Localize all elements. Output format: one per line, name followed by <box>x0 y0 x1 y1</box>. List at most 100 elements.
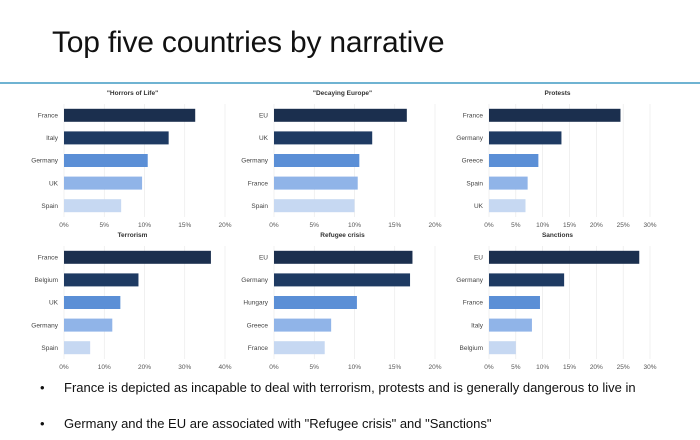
bullet-list: • France is depicted as incapable to dea… <box>40 380 695 432</box>
bar <box>489 131 562 145</box>
category-label: EU <box>259 113 268 120</box>
x-tick-label: 40% <box>218 364 231 371</box>
bar <box>489 250 640 264</box>
x-tick-label: 10% <box>536 222 549 229</box>
x-tick-label: 0% <box>59 222 69 229</box>
x-tick-label: 10% <box>138 222 151 229</box>
x-tick-label: 15% <box>563 364 576 371</box>
category-label: Italy <box>46 135 59 142</box>
bar <box>489 154 539 167</box>
category-label: Spain <box>466 180 483 187</box>
category-label: Spain <box>251 203 268 210</box>
bar <box>274 131 373 145</box>
x-tick-label: 20% <box>428 364 441 371</box>
bullet-item: • France is depicted as incapable to dea… <box>40 380 695 396</box>
category-label: France <box>38 255 59 262</box>
x-tick-label: 0% <box>269 364 279 371</box>
category-label: Hungary <box>243 300 268 307</box>
x-tick-label: 15% <box>388 222 401 229</box>
bar <box>64 108 196 122</box>
x-tick-label: 5% <box>310 364 320 371</box>
bar <box>274 250 413 264</box>
x-tick-label: 10% <box>536 364 549 371</box>
bar <box>64 176 143 190</box>
bullet-dot: • <box>40 380 45 395</box>
chart-protests: Protests 0% 5% 10% 15% 20% 25% 30% France German… <box>455 90 660 230</box>
category-label: France <box>463 113 484 120</box>
bar <box>64 131 169 145</box>
chart-title: Sanctions <box>541 232 574 239</box>
category-label: Greece <box>247 322 269 329</box>
bar <box>274 341 325 355</box>
category-label: Spain <box>41 203 58 210</box>
category-label: Germany <box>31 322 58 329</box>
x-tick-label: 30% <box>643 222 656 229</box>
x-tick-label: 5% <box>310 222 320 229</box>
category-label: Belgium <box>460 345 483 352</box>
bar <box>489 296 540 309</box>
chart-svg: 0% 5% 10% 15% 20% EU Germany Hungary Greece Franc… <box>241 246 442 371</box>
category-label: UK <box>259 135 269 142</box>
x-tick-label: 20% <box>428 222 441 229</box>
slide-title: Top five countries by narrative <box>52 26 445 59</box>
x-tick-label: 5% <box>511 364 521 371</box>
category-label: EU <box>259 255 268 262</box>
x-tick-label: 0% <box>484 222 494 229</box>
bar <box>274 108 407 122</box>
category-label: Germany <box>241 158 268 165</box>
x-tick-label: 25% <box>617 364 630 371</box>
chart-title: "Horrors of Life" <box>106 90 159 97</box>
bar <box>274 176 358 190</box>
x-tick-label: 25% <box>617 222 630 229</box>
category-label: France <box>38 113 59 120</box>
x-tick-label: 0% <box>269 222 279 229</box>
bar <box>64 154 148 167</box>
bar <box>274 199 355 213</box>
bar <box>274 318 332 332</box>
x-tick-label: 20% <box>590 364 603 371</box>
bar <box>64 341 91 355</box>
bar <box>489 199 526 213</box>
x-tick-label: 5% <box>100 222 110 229</box>
bar <box>64 273 139 287</box>
category-label: Germany <box>456 277 483 284</box>
x-tick-label: 0% <box>59 364 69 371</box>
bar <box>64 318 113 332</box>
chart-terrorism: Terrorism 0% 10% 20% 30% 40% France Belgium UK G… <box>30 232 235 372</box>
category-label: UK <box>474 203 484 210</box>
chart-svg: 0% 5% 10% 15% 20% EU UK Germany France Spain <box>241 104 442 229</box>
x-tick-label: 20% <box>218 222 231 229</box>
chart-sanctions: Sanctions 0% 5% 10% 15% 20% 25% 30% EU Germany Fr… <box>455 232 660 372</box>
bar <box>64 296 121 309</box>
category-label: UK <box>49 180 59 187</box>
bullet-text: Germany and the EU are associated with "… <box>64 416 492 431</box>
bar <box>489 273 565 287</box>
x-tick-label: 10% <box>348 364 361 371</box>
x-tick-label: 10% <box>98 364 111 371</box>
chart-svg: 0% 5% 10% 15% 20% 25% 30% France Germany Greece Sp… <box>456 104 657 229</box>
category-label: Germany <box>31 158 58 165</box>
category-label: Germany <box>456 135 483 142</box>
bar <box>489 318 532 332</box>
bar <box>489 341 516 355</box>
bar <box>274 273 411 287</box>
x-tick-label: 30% <box>643 364 656 371</box>
x-tick-label: 30% <box>178 364 191 371</box>
category-label: France <box>463 300 484 307</box>
bar <box>489 176 528 190</box>
category-label: Spain <box>41 345 58 352</box>
bar <box>489 108 621 122</box>
chart-horrors-of-life: "Horrors of Life" 0% 5% 10% 15% 20% France Ita… <box>30 90 235 230</box>
chart-svg: 0% 5% 10% 15% 20% France Italy Germany UK Spain <box>31 104 232 229</box>
chart-svg: 0% 5% 10% 15% 20% 25% 30% EU Germany France Italy B… <box>456 246 657 371</box>
bullet-text: France is depicted as incapable to deal … <box>64 380 636 395</box>
bar <box>274 154 360 167</box>
chart-title: Refugee crisis <box>320 232 365 239</box>
x-tick-label: 15% <box>388 364 401 371</box>
category-label: France <box>248 180 269 187</box>
category-label: Greece <box>462 158 484 165</box>
chart-title: Protests <box>544 90 571 97</box>
category-label: France <box>248 345 269 352</box>
x-tick-label: 15% <box>178 222 191 229</box>
chart-title: "Decaying Europe" <box>312 90 373 97</box>
